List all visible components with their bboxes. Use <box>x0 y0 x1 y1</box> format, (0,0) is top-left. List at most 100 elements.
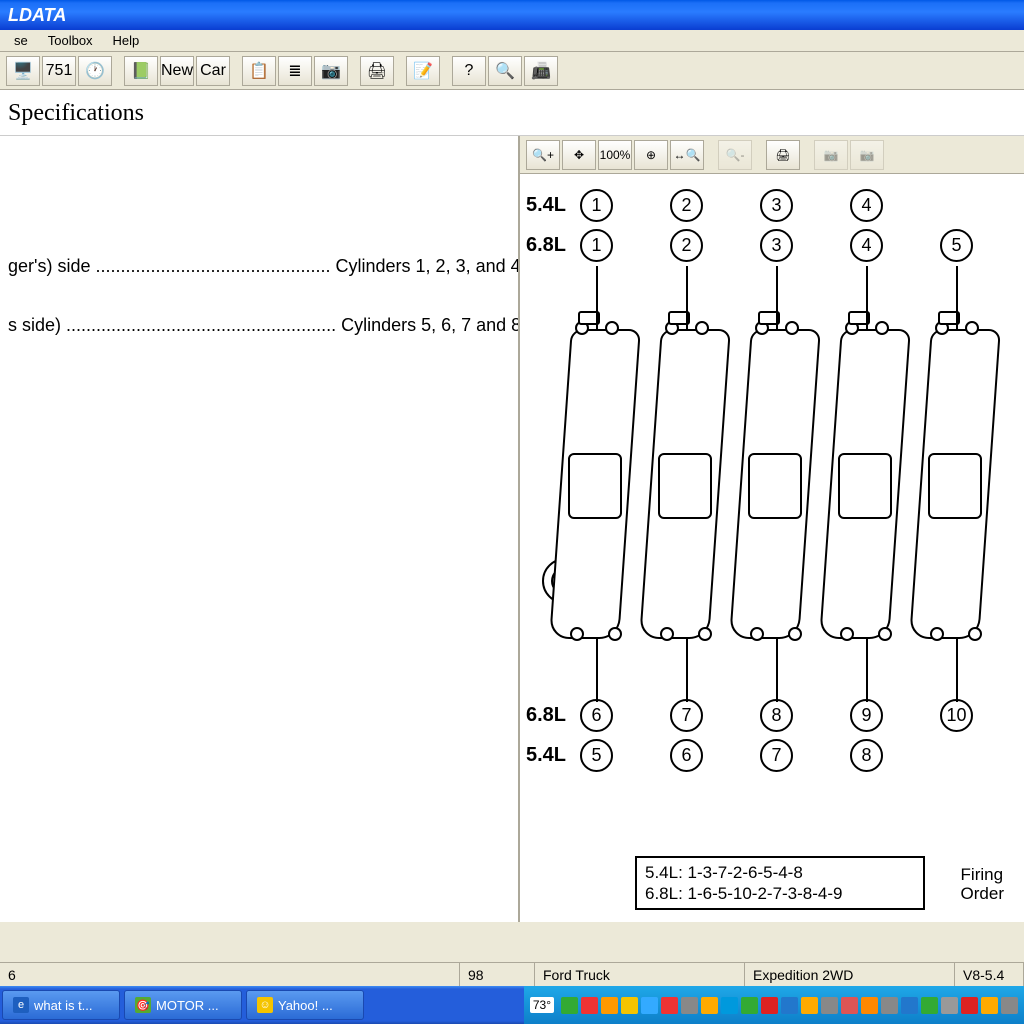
port <box>660 627 674 641</box>
menu-help[interactable]: Help <box>103 31 150 50</box>
task-label: Yahoo! ... <box>278 998 333 1013</box>
menu-bar: seToolboxHelp <box>0 30 1024 52</box>
tray-icon[interactable] <box>661 997 678 1014</box>
zoom-button[interactable]: ⊕ <box>634 140 668 170</box>
port <box>788 627 802 641</box>
zoom-button[interactable]: 🔍+ <box>526 140 560 170</box>
tray-icon[interactable] <box>961 997 978 1014</box>
zoom-button: 📷 <box>814 140 848 170</box>
toolbar-button[interactable]: New <box>160 56 194 86</box>
zoom-button[interactable]: ✥ <box>562 140 596 170</box>
zoom-button[interactable]: 100% <box>598 140 632 170</box>
port <box>878 627 892 641</box>
task-label: MOTOR ... <box>156 998 219 1013</box>
page-heading: Specifications <box>0 90 1024 136</box>
taskbar-task[interactable]: 🎯 MOTOR ... <box>124 990 242 1020</box>
tray-icon[interactable] <box>781 997 798 1014</box>
main-content: ger's) side ............................… <box>0 136 1024 922</box>
tray-icon[interactable] <box>901 997 918 1014</box>
tray-icon[interactable] <box>721 997 738 1014</box>
intake-runner <box>740 329 810 639</box>
port <box>605 321 619 335</box>
task-icon: 🎯 <box>135 997 151 1013</box>
toolbar-button[interactable]: 🕐 <box>78 56 112 86</box>
toolbar-button[interactable]: ≣ <box>278 56 312 86</box>
toolbar-button[interactable]: 📝 <box>406 56 440 86</box>
engine-size-label: 5.4L <box>526 744 566 767</box>
tray-icon[interactable] <box>821 997 838 1014</box>
port <box>750 627 764 641</box>
weather-temp[interactable]: 73° <box>530 997 554 1013</box>
firing-order-box: 5.4L: 1-3-7-2-6-5-4-8 6.8L: 1-6-5-10-2-7… <box>635 856 925 911</box>
taskbar-task[interactable]: ☺ Yahoo! ... <box>246 990 364 1020</box>
tray-icon[interactable] <box>561 997 578 1014</box>
toolbar-button[interactable]: 📠 <box>524 56 558 86</box>
tray-icon[interactable] <box>861 997 878 1014</box>
menu-toolbox[interactable]: Toolbox <box>38 31 103 50</box>
port <box>698 627 712 641</box>
intake-runner <box>560 329 630 639</box>
taskbar-task[interactable]: ewhat is t... <box>2 990 120 1020</box>
tray-icon[interactable] <box>981 997 998 1014</box>
zoom-button[interactable]: 🖨 <box>766 140 800 170</box>
tray-icon[interactable] <box>581 997 598 1014</box>
main-toolbar: 🖥️751🕐 📗NewCar 📋≣📷 🖨 📝?🔍📠 <box>0 52 1024 90</box>
tray-icon[interactable] <box>841 997 858 1014</box>
spec-text-pane: ger's) side ............................… <box>0 136 518 922</box>
cylinder-1: 1 <box>580 189 613 222</box>
cylinder-5: 5 <box>940 229 973 262</box>
status-cell: 98 <box>460 963 535 986</box>
toolbar-button[interactable]: 🖥️ <box>6 56 40 86</box>
tray-icon[interactable] <box>801 997 818 1014</box>
zoom-button: 🔍- <box>718 140 752 170</box>
toolbar-button[interactable]: 📋 <box>242 56 276 86</box>
task-icon: ☺ <box>257 997 273 1013</box>
port <box>840 627 854 641</box>
toolbar-button[interactable]: 751 <box>42 56 76 86</box>
menu-se[interactable]: se <box>4 31 38 50</box>
cylinder-9: 9 <box>850 699 883 732</box>
cylinder-1: 1 <box>580 229 613 262</box>
tray-icon[interactable] <box>741 997 758 1014</box>
tray-icon[interactable] <box>761 997 778 1014</box>
cylinder-8: 8 <box>850 739 883 772</box>
status-cell: Expedition 2WD <box>745 963 955 986</box>
toolbar-button[interactable]: ? <box>452 56 486 86</box>
image-toolbar: 🔍+✥100%⊕↔🔍🔍-🖨📷📷 <box>520 136 1024 174</box>
toolbar-button[interactable]: 🔍 <box>488 56 522 86</box>
port <box>695 321 709 335</box>
firing-order-54: 5.4L: 1-3-7-2-6-5-4-8 <box>645 862 915 883</box>
tray-icon[interactable] <box>701 997 718 1014</box>
status-bar: 698Ford TruckExpedition 2WDV8-5.4 <box>0 962 1024 986</box>
task-icon: e <box>13 997 29 1013</box>
zoom-button[interactable]: ↔🔍 <box>670 140 704 170</box>
tray-icon[interactable] <box>641 997 658 1014</box>
spec-line: s side) ................................… <box>8 311 510 340</box>
port <box>608 627 622 641</box>
cylinder-stem <box>866 639 868 702</box>
port <box>965 321 979 335</box>
intake-runner <box>920 329 990 639</box>
system-tray: 73° <box>524 986 1024 1024</box>
tray-icon[interactable] <box>681 997 698 1014</box>
status-cell: V8-5.4 <box>955 963 1024 986</box>
tray-icon[interactable] <box>601 997 618 1014</box>
toolbar-button[interactable]: 📗 <box>124 56 158 86</box>
tray-icon[interactable] <box>881 997 898 1014</box>
cylinder-4: 4 <box>850 229 883 262</box>
tray-icon[interactable] <box>941 997 958 1014</box>
cylinder-2: 2 <box>670 229 703 262</box>
cylinder-stem <box>686 639 688 702</box>
toolbar-button[interactable]: Car <box>196 56 230 86</box>
tray-icon[interactable] <box>621 997 638 1014</box>
toolbar-button[interactable]: 📷 <box>314 56 348 86</box>
tray-icon[interactable] <box>921 997 938 1014</box>
cylinder-10: 10 <box>940 699 973 732</box>
firing-order-label: FiringOrder <box>961 865 1004 904</box>
toolbar-button[interactable]: 🖨 <box>360 56 394 86</box>
cylinder-6: 6 <box>580 699 613 732</box>
engine-diagram: 5.4L: 1-3-7-2-6-5-4-8 6.8L: 1-6-5-10-2-7… <box>520 174 1024 922</box>
tray-icon[interactable] <box>1001 997 1018 1014</box>
port <box>785 321 799 335</box>
windows-taskbar: ewhat is t... 🎯 MOTOR ... ☺ Yahoo! ... 73° <box>0 986 1024 1024</box>
